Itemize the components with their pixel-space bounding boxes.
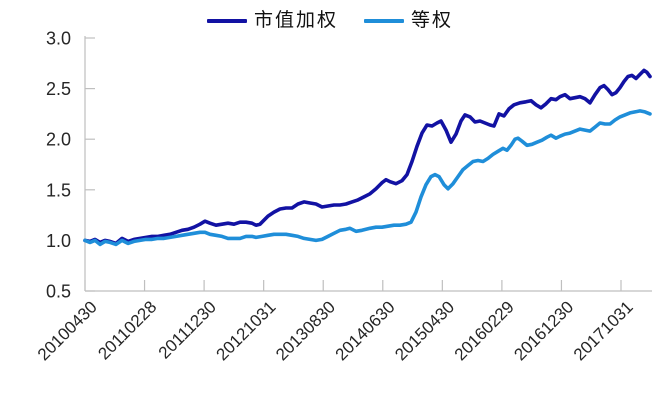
x-tick-label: 20160229	[451, 297, 518, 364]
y-tick-label: 3.0	[46, 29, 71, 49]
x-tick-label: 20140630	[332, 297, 399, 364]
legend-line-swatch	[364, 18, 404, 23]
legend-item: 市值加权	[206, 9, 338, 31]
y-tick-label: 2.0	[46, 130, 71, 150]
y-tick-label: 2.5	[46, 79, 71, 99]
x-tick-label: 20150430	[391, 297, 458, 364]
series-line-market-cap-weighted	[83, 68, 652, 246]
x-tick-label: 20110228	[94, 297, 160, 363]
legend-line-swatch	[206, 18, 247, 23]
legend-item: 等权	[364, 11, 453, 30]
series-line-equal-weighted	[83, 109, 652, 247]
x-tick-label: 20121031	[213, 297, 280, 364]
y-tick-label: 1.0	[46, 231, 71, 251]
y-tick-label: 0.5	[46, 282, 71, 302]
x-tick-label: 20100430	[34, 297, 101, 364]
legend-label: 等权	[411, 9, 454, 31]
legend: 市值加权 等权	[0, 11, 660, 30]
x-tick-label: 20111230	[155, 297, 220, 362]
x-tick-label: 20161230	[510, 297, 577, 364]
x-tick-label: 20130830	[272, 297, 339, 364]
y-tick-label: 1.5	[46, 180, 71, 200]
x-tick-label: 20171031	[570, 297, 637, 364]
legend-label: 市值加权	[253, 9, 338, 31]
